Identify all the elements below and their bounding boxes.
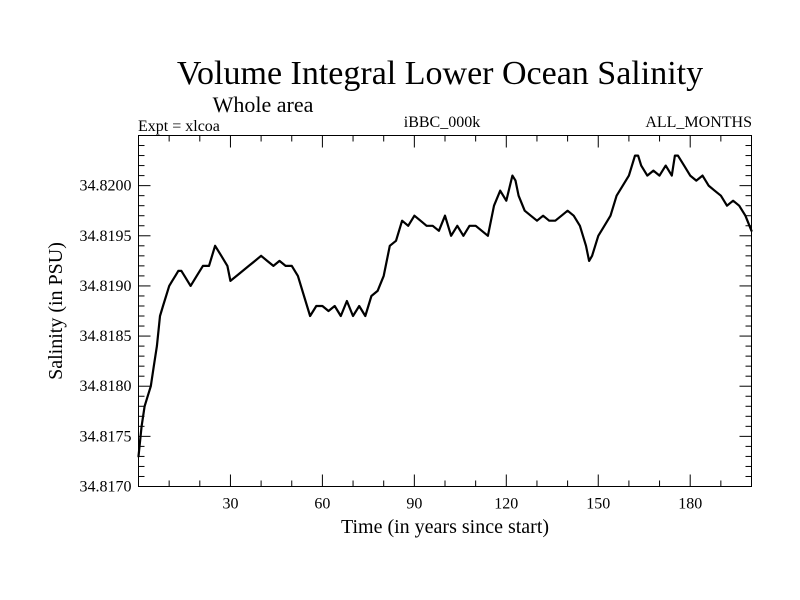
x-tick-label: 120 [494, 496, 518, 513]
x-tick-label: 150 [586, 496, 610, 513]
x-tick-label: 60 [314, 496, 330, 513]
x-axis-ticks: 30 60 90 120 150 180 [168, 135, 722, 513]
chart-subtitle: Whole area [213, 92, 314, 117]
x-axis-label: Time (in years since start) [341, 516, 549, 538]
x-tick-label: 180 [678, 496, 702, 513]
y-tick-label: 34.8170 [80, 479, 132, 496]
salinity-series-line [137, 154, 753, 458]
x-tick-label: 30 [222, 496, 238, 513]
y-tick-label: 34.8195 [80, 228, 132, 245]
y-tick-label: 34.8190 [80, 278, 132, 295]
y-tick-label: 34.8200 [80, 178, 132, 195]
y-tick-label: 34.8175 [80, 428, 132, 445]
y-axis-ticks: 34.8170 34.8175 34.8180 34.8185 34.8190 34.81… [80, 145, 752, 496]
y-tick-label: 34.8180 [80, 378, 132, 395]
y-tick-label: 34.8185 [80, 328, 132, 345]
run-id-label: iBBC_000k [404, 114, 480, 131]
experiment-label: Expt = xlcoa [138, 118, 220, 135]
chart-title: Volume Integral Lower Ocean Salinity [177, 55, 703, 92]
y-axis-label: Salinity (in PSU) [45, 242, 67, 380]
months-label: ALL_MONTHS [645, 114, 752, 131]
x-tick-label: 90 [406, 496, 422, 513]
